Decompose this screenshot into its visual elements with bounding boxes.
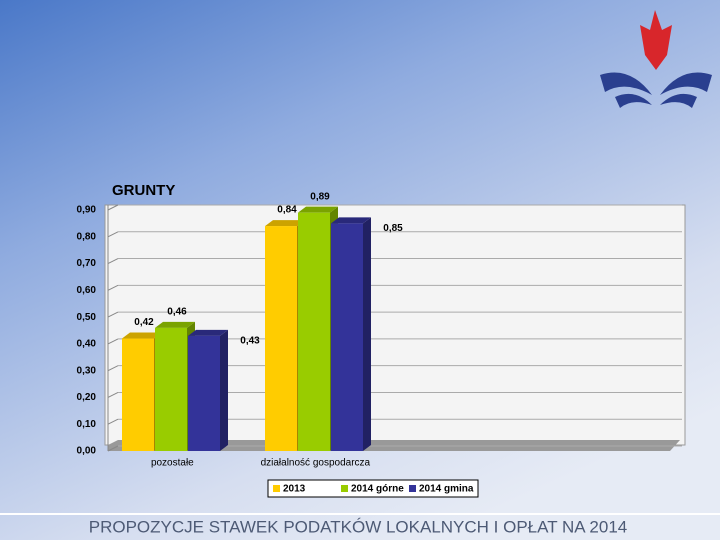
grid-line xyxy=(107,418,119,425)
y-tick-label: 0,80 xyxy=(77,231,97,242)
y-tick-label: 0,70 xyxy=(77,258,97,269)
legend-label: 2013 xyxy=(283,484,306,495)
legend-swatch xyxy=(341,485,348,492)
bar xyxy=(265,226,297,451)
bar-top xyxy=(331,217,371,224)
grid-line xyxy=(107,445,119,452)
x-tick-label: działalność gospodarcza xyxy=(261,458,371,469)
bar-side xyxy=(363,217,371,451)
value-label: 0,43 xyxy=(240,335,260,346)
legend xyxy=(267,479,479,498)
bar-top xyxy=(265,220,305,227)
logo xyxy=(600,10,712,108)
y-tick-label: 0,90 xyxy=(77,205,97,216)
bar xyxy=(298,212,330,451)
bar xyxy=(188,335,220,451)
legend-label: 2014 gmina xyxy=(419,484,474,495)
footer: PROPOZYCJE STAWEK PODATKÓW LOKALNYCH I O… xyxy=(89,517,627,536)
grid-line xyxy=(107,231,119,238)
value-label: 0,89 xyxy=(310,191,330,202)
bar xyxy=(122,338,154,451)
legend-swatch xyxy=(273,485,280,492)
grid-line xyxy=(107,391,119,398)
legend-swatch xyxy=(409,485,416,492)
y-tick-label: 0,10 xyxy=(77,419,97,430)
y-tick-label: 0,50 xyxy=(77,312,97,323)
value-label: 0,85 xyxy=(383,223,403,234)
bar-side xyxy=(220,329,228,451)
bar xyxy=(155,327,187,451)
value-label: 0,42 xyxy=(134,317,154,328)
value-label: 0,46 xyxy=(167,306,187,317)
y-tick-label: 0,30 xyxy=(77,365,97,376)
y-tick-label: 0,40 xyxy=(77,339,97,350)
bar-top xyxy=(298,206,338,213)
legend-label: 2014 górne xyxy=(351,484,404,495)
bar-top xyxy=(122,332,162,339)
bar-top xyxy=(188,329,228,336)
grid-line xyxy=(107,365,119,372)
grid-line xyxy=(107,284,119,291)
x-tick-label: pozostałe xyxy=(151,458,194,469)
y-tick-label: 0,20 xyxy=(77,392,97,403)
chart-title: GRUNTY xyxy=(112,182,175,199)
value-label: 0,84 xyxy=(277,205,297,216)
y-tick-label: 0,60 xyxy=(77,285,97,296)
grid-line xyxy=(107,338,119,345)
grid-line xyxy=(107,204,119,211)
bar xyxy=(331,223,363,451)
grid-line xyxy=(107,258,119,265)
bar-top xyxy=(155,321,195,328)
y-tick-label: 0,00 xyxy=(77,446,97,457)
grid-line xyxy=(107,311,119,318)
